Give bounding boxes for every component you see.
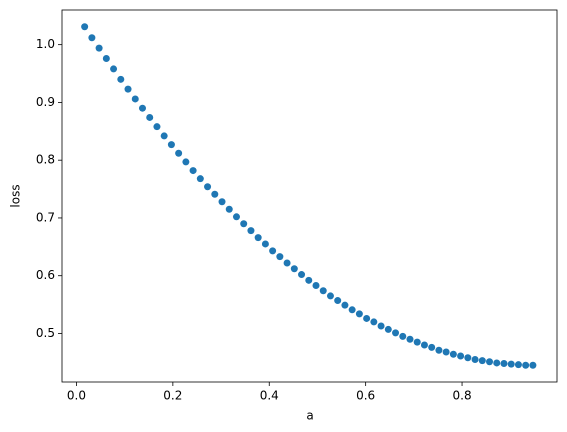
point [507, 360, 515, 368]
point [392, 329, 400, 337]
point [486, 358, 494, 366]
point [117, 75, 125, 83]
point [102, 55, 110, 63]
point [428, 343, 436, 351]
point [334, 297, 342, 305]
y-tick-label: 0.9 [36, 95, 55, 109]
point [341, 301, 349, 309]
point [196, 175, 204, 183]
x-tick-label: 0.6 [356, 389, 375, 403]
point [204, 183, 212, 191]
point [522, 361, 530, 369]
point [276, 253, 284, 261]
point [449, 350, 457, 358]
point [269, 247, 277, 255]
point [457, 352, 465, 360]
point [305, 276, 313, 284]
point [146, 113, 154, 121]
point [500, 360, 508, 368]
point [514, 361, 522, 369]
point [420, 341, 428, 349]
point [160, 132, 168, 140]
x-axis-label: a [306, 409, 313, 423]
point [240, 220, 248, 228]
point [182, 158, 190, 166]
x-tick-label: 0.8 [453, 389, 472, 403]
point [298, 271, 306, 279]
point [529, 361, 537, 369]
y-tick-label: 0.6 [36, 268, 55, 282]
point [283, 259, 291, 267]
y-tick-label: 0.5 [36, 326, 55, 340]
point [442, 348, 450, 356]
point [319, 287, 327, 295]
point [493, 359, 501, 367]
point [167, 141, 175, 149]
point [464, 354, 472, 362]
point [189, 167, 197, 175]
point [88, 34, 96, 42]
point [232, 213, 240, 221]
point [355, 310, 363, 318]
point [175, 149, 183, 157]
point [211, 190, 219, 198]
point [478, 357, 486, 365]
point [348, 306, 356, 314]
point [326, 292, 334, 300]
point [471, 355, 479, 363]
point [290, 265, 298, 273]
point [124, 85, 132, 93]
y-tick-label: 0.7 [36, 210, 55, 224]
point [138, 104, 146, 112]
point [370, 318, 378, 326]
point [131, 95, 139, 103]
y-tick-label: 0.8 [36, 153, 55, 167]
point [225, 205, 233, 213]
point [254, 234, 262, 242]
point [399, 332, 407, 340]
point [377, 322, 385, 330]
point [81, 23, 89, 31]
x-tick-label: 0.2 [163, 389, 182, 403]
point [413, 338, 421, 346]
y-tick-label: 1.0 [36, 37, 55, 51]
point [247, 227, 255, 235]
point [218, 198, 226, 206]
x-tick-label: 0.4 [260, 389, 279, 403]
y-axis-label: loss [9, 184, 23, 207]
point [363, 314, 371, 322]
point [435, 346, 443, 354]
x-tick-label: 0.0 [67, 389, 86, 403]
point [153, 123, 161, 131]
point [312, 282, 320, 290]
point [95, 44, 103, 52]
point [110, 65, 118, 73]
plot-frame [61, 9, 558, 383]
point [384, 325, 392, 333]
point [406, 335, 414, 343]
point [261, 240, 269, 248]
